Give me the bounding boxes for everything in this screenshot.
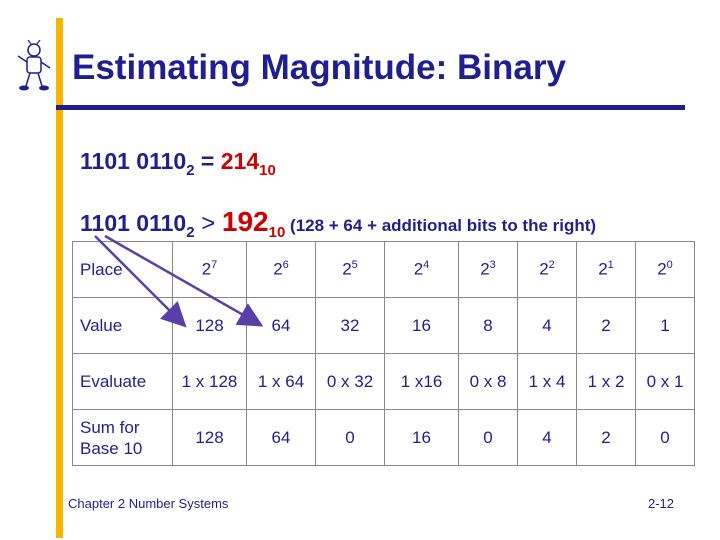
base-2-subscript: 2 [186,162,195,179]
sum-cell: 0 [458,409,518,466]
value-cell: 1 [635,297,695,354]
base-10-subscript: 10 [259,162,276,179]
place-cell: 23 [458,241,518,298]
binary-number-tail: 0 [173,210,187,236]
binary-number: 1101 011 [80,210,174,236]
binary-number-tail: 0 [173,148,187,174]
place-cell: 24 [384,241,459,298]
evaluate-cell: 0 x 8 [458,353,518,410]
sum-cell: 0 [635,409,695,466]
table-row-value: Value 128 64 32 16 8 4 2 1 [72,297,695,354]
base-2-subscript: 2 [186,224,195,241]
evaluate-cell: 1 x 4 [517,353,577,410]
equation-line-1: 1101 01102 = 21410 [80,148,276,179]
table-row-place: Place 27 26 25 24 23 22 21 20 [72,241,695,298]
sum-cell: 4 [517,409,577,466]
binary-place-value-table: Place 27 26 25 24 23 22 21 20 Value 128 … [72,241,695,466]
base-10-subscript: 10 [268,224,286,241]
cartoon-figure-icon [17,40,51,91]
value-cell: 64 [246,297,316,354]
estimate-note: (128 + 64 + additional bits to the right… [285,216,597,235]
vertical-accent-bar [56,18,63,538]
place-cell: 25 [315,241,385,298]
value-cell: 128 [172,297,247,354]
page-title: Estimating Magnitude: Binary [72,48,566,87]
row-label-sum: Sum for Base 10 [72,409,173,466]
place-cell: 26 [246,241,316,298]
table-row-evaluate: Evaluate 1 x 128 1 x 64 0 x 32 1 x16 0 x… [72,353,695,410]
value-cell: 8 [458,297,518,354]
value-cell: 32 [315,297,385,354]
row-label-evaluate: Evaluate [72,353,173,410]
binary-number: 1101 011 [80,148,174,174]
equals-sign: = [194,148,221,174]
horizontal-title-rule [56,105,685,110]
evaluate-cell: 0 x 1 [635,353,695,410]
decimal-estimate: 192 [221,206,269,237]
sum-cell: 64 [246,409,316,466]
evaluate-cell: 0 x 32 [315,353,385,410]
greater-than-sign: > [194,210,222,237]
sum-cell: 2 [576,409,636,466]
evaluate-cell: 1 x 64 [246,353,316,410]
footer-chapter: Chapter 2 Number Systems [68,496,229,511]
place-cell: 20 [635,241,695,298]
value-cell: 16 [384,297,459,354]
value-cell: 2 [576,297,636,354]
sum-cell: 128 [172,409,247,466]
sum-cell: 0 [315,409,385,466]
place-cell: 27 [172,241,247,298]
table-row-sum: Sum for Base 10 128 64 0 16 0 4 2 0 [72,409,695,466]
decimal-result: 214 [220,148,260,174]
sum-cell: 16 [384,409,459,466]
equation-line-2: 1101 01102 > 19210 (128 + 64 + additiona… [80,206,596,241]
value-cell: 4 [517,297,577,354]
place-cell: 22 [517,241,577,298]
footer-slide-number: 2-12 [648,496,675,511]
row-label-value: Value [72,297,173,354]
evaluate-cell: 1 x 128 [172,353,247,410]
row-label-place: Place [72,241,173,298]
evaluate-cell: 1 x16 [384,353,459,410]
place-cell: 21 [576,241,636,298]
evaluate-cell: 1 x 2 [576,353,636,410]
